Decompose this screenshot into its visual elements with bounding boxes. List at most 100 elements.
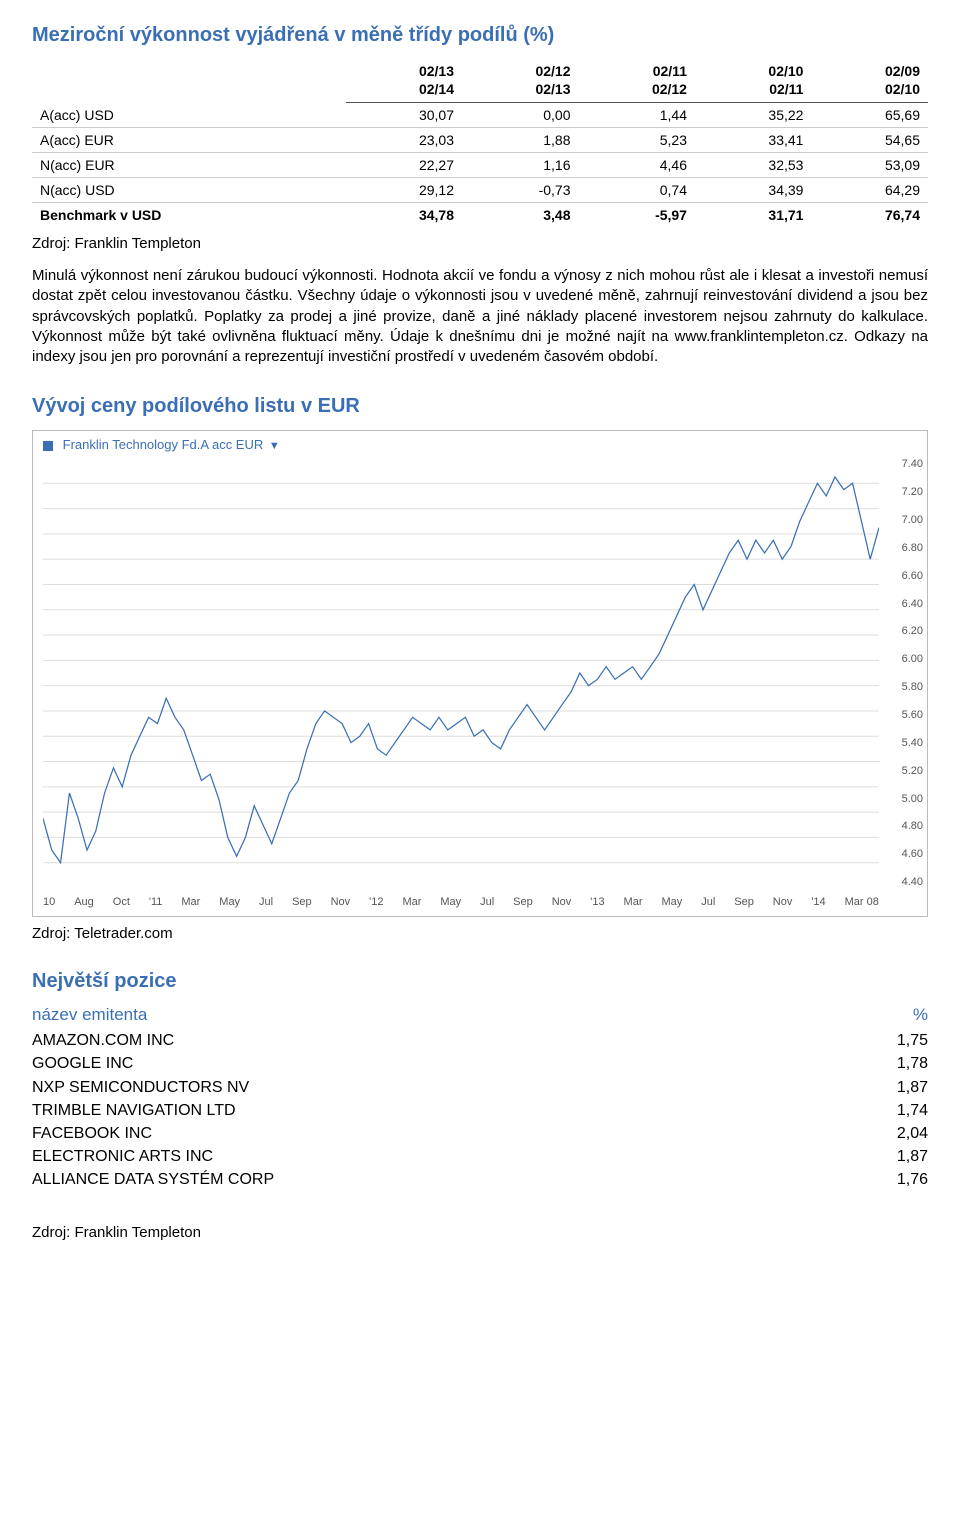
perf-cell: 1,44 <box>579 103 695 128</box>
x-tick-label: Jul <box>480 896 494 908</box>
chart-legend-text: Franklin Technology Fd.A acc EUR <box>63 437 264 452</box>
holding-pct: 1,75 <box>848 1029 928 1052</box>
perf-cell: 0,00 <box>462 103 578 128</box>
perf-cell: 0,74 <box>579 178 695 203</box>
perf-col-header: 02/1202/13 <box>462 59 578 103</box>
holdings-header: název emitenta % <box>32 1005 928 1025</box>
x-tick-label: Aug <box>74 896 94 908</box>
x-tick-label: '13 <box>590 896 604 908</box>
perf-table-head: 02/1302/1402/1202/1302/1102/1202/1002/11… <box>32 59 928 103</box>
list-item: AMAZON.COM INC1,75 <box>32 1029 928 1052</box>
perf-cell: 29,12 <box>346 178 462 203</box>
y-tick-label: 6.20 <box>902 625 923 637</box>
perf-cell: 35,22 <box>695 103 811 128</box>
perf-row-label: Benchmark v USD <box>32 203 346 228</box>
holding-pct: 1,74 <box>848 1099 928 1122</box>
y-tick-label: 6.00 <box>902 653 923 665</box>
x-tick-label: '12 <box>369 896 383 908</box>
x-tick-label: May <box>440 896 461 908</box>
y-tick-label: 4.80 <box>902 820 923 832</box>
table-row: A(acc) EUR23,031,885,2333,4154,65 <box>32 128 928 153</box>
perf-cell: 34,39 <box>695 178 811 203</box>
perf-cell: 4,46 <box>579 153 695 178</box>
x-tick-label: '14 <box>811 896 825 908</box>
perf-cell: 64,29 <box>811 178 928 203</box>
y-tick-label: 6.60 <box>902 570 923 582</box>
x-tick-label: Nov <box>331 896 351 908</box>
y-tick-label: 6.40 <box>902 598 923 610</box>
list-item: ALLIANCE DATA SYSTÉM CORP1,76 <box>32 1168 928 1191</box>
dropdown-icon: ▼ <box>269 440 280 452</box>
y-tick-label: 5.40 <box>902 737 923 749</box>
x-tick-label: '11 <box>149 896 163 908</box>
y-tick-label: 7.20 <box>902 486 923 498</box>
x-tick-label: Jul <box>259 896 273 908</box>
perf-col-header: 02/1002/11 <box>695 59 811 103</box>
table-row: N(acc) EUR22,271,164,4632,5353,09 <box>32 153 928 178</box>
y-tick-label: 5.00 <box>902 793 923 805</box>
list-item: NXP SEMICONDUCTORS NV1,87 <box>32 1076 928 1099</box>
x-tick-label: Nov <box>552 896 572 908</box>
y-tick-label: 6.80 <box>902 542 923 554</box>
holding-name: ALLIANCE DATA SYSTÉM CORP <box>32 1168 848 1191</box>
holdings-header-name: název emitenta <box>32 1005 848 1025</box>
perf-cell: 34,78 <box>346 203 462 228</box>
list-item: ELECTRONIC ARTS INC1,87 <box>32 1145 928 1168</box>
chart-y-labels: 7.40 7.20 7.00 6.80 6.60 6.40 6.20 6.00 5.80 5.60… <box>902 458 923 888</box>
table-row: Benchmark v USD34,783,48-5,9731,7176,74 <box>32 203 928 228</box>
perf-col-header: 02/1102/12 <box>579 59 695 103</box>
perf-cell: 3,48 <box>462 203 578 228</box>
x-tick-label: Sep <box>513 896 533 908</box>
chart-source: Zdroj: Teletrader.com <box>32 925 928 942</box>
y-tick-label: 7.40 <box>902 458 923 470</box>
x-tick-label: Mar <box>624 896 643 908</box>
perf-cell: 65,69 <box>811 103 928 128</box>
perf-table-body: A(acc) USD30,070,001,4435,2265,69A(acc) … <box>32 103 928 228</box>
x-tick-label: May <box>661 896 682 908</box>
y-tick-label: 5.60 <box>902 709 923 721</box>
perf-table: 02/1302/1402/1202/1302/1102/1202/1002/11… <box>32 59 928 227</box>
holding-name: NXP SEMICONDUCTORS NV <box>32 1076 848 1099</box>
y-tick-label: 4.60 <box>902 848 923 860</box>
perf-row-label: A(acc) EUR <box>32 128 346 153</box>
perf-cell: 5,23 <box>579 128 695 153</box>
perf-title: Meziroční výkonnost vyjádřená v měně tří… <box>32 24 928 47</box>
list-item: GOOGLE INC1,78 <box>32 1052 928 1075</box>
chart-legend: Franklin Technology Fd.A acc EUR ▼ <box>33 431 927 454</box>
x-tick-label: May <box>219 896 240 908</box>
perf-cell: 23,03 <box>346 128 462 153</box>
table-row: A(acc) USD30,070,001,4435,2265,69 <box>32 103 928 128</box>
y-tick-label: 5.80 <box>902 681 923 693</box>
legend-swatch-icon <box>43 441 53 451</box>
chart-title: Vývoj ceny podílového listu v EUR <box>32 395 928 418</box>
holding-name: GOOGLE INC <box>32 1052 848 1075</box>
perf-row-label: N(acc) USD <box>32 178 346 203</box>
holding-pct: 1,87 <box>848 1076 928 1099</box>
perf-cell: 31,71 <box>695 203 811 228</box>
perf-row-label: N(acc) EUR <box>32 153 346 178</box>
holding-name: AMAZON.COM INC <box>32 1029 848 1052</box>
x-tick-label: 10 <box>43 896 55 908</box>
perf-cell: 30,07 <box>346 103 462 128</box>
perf-cell: 54,65 <box>811 128 928 153</box>
perf-cell: -5,97 <box>579 203 695 228</box>
x-tick-label: Sep <box>292 896 312 908</box>
perf-source: Zdroj: Franklin Templeton <box>32 235 928 252</box>
holdings-source: Zdroj: Franklin Templeton <box>32 1224 928 1241</box>
x-tick-label: Nov <box>773 896 793 908</box>
list-item: TRIMBLE NAVIGATION LTD1,74 <box>32 1099 928 1122</box>
holding-name: TRIMBLE NAVIGATION LTD <box>32 1099 848 1122</box>
holding-pct: 1,87 <box>848 1145 928 1168</box>
chart-plot-area: 7.407.207.006.806.606.406.206.005.805.60… <box>43 458 879 888</box>
y-tick-label: 7.00 <box>902 514 923 526</box>
perf-cell: 33,41 <box>695 128 811 153</box>
x-tick-label: Mar <box>181 896 200 908</box>
holding-name: FACEBOOK INC <box>32 1122 848 1145</box>
x-tick-label: Mar <box>402 896 421 908</box>
holding-name: ELECTRONIC ARTS INC <box>32 1145 848 1168</box>
holdings-title: Největší pozice <box>32 970 928 993</box>
perf-col-header <box>32 59 346 103</box>
x-tick-label: Oct <box>113 896 130 908</box>
perf-cell: -0,73 <box>462 178 578 203</box>
list-item: FACEBOOK INC2,04 <box>32 1122 928 1145</box>
